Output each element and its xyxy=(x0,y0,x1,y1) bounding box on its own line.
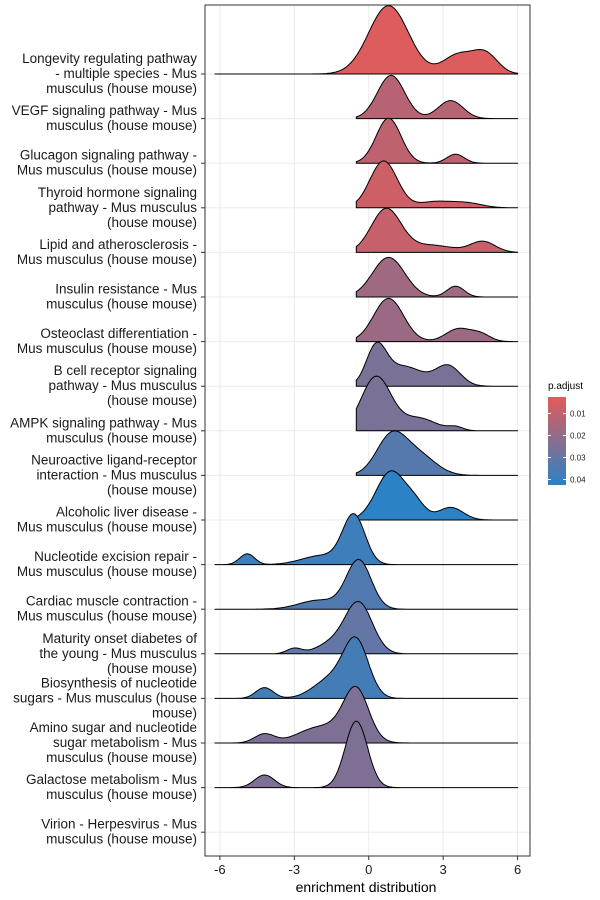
x-axis: -6 -3 0 3 6 xyxy=(214,856,521,877)
y-axis-label: Osteoclast differentiation -Mus musculus… xyxy=(17,326,197,356)
legend-tick-label: 0.01 xyxy=(570,410,586,419)
y-axis-label-line: musculus (house mouse) xyxy=(46,430,197,445)
legend-tick-label: 0.03 xyxy=(570,454,586,463)
y-axis-label-line: (house mouse) xyxy=(107,393,197,408)
y-axis-label-line: Mus musculus (house mouse) xyxy=(17,609,197,624)
y-axis-label: Thyroid hormone signaling pathway - Mus m… xyxy=(38,185,197,230)
y-axis-label-line: Insulin resistance - Mus xyxy=(55,282,197,297)
legend-colorbar xyxy=(548,397,566,485)
ridge-density-6 xyxy=(355,297,519,343)
y-axis-label-line: Mus musculus (house mouse) xyxy=(17,252,197,267)
x-tick-label: -3 xyxy=(289,862,301,877)
y-axis-label-line: interaction - Mus musculus xyxy=(36,467,197,482)
y-axis-label-line: Biosynthesis of nucleotide xyxy=(41,675,197,690)
ridge-density-3 xyxy=(355,160,519,209)
y-axis-label-line: Mus musculus (house mouse) xyxy=(17,163,197,178)
ridge-series xyxy=(214,5,519,789)
x-tick-label: 6 xyxy=(514,862,521,877)
x-axis-title: enrichment distribution xyxy=(296,879,437,895)
y-axis-label-line: Thyroid hormone signaling xyxy=(38,185,197,200)
x-tick-label: 3 xyxy=(440,862,447,877)
y-axis-label-line: musculus (house mouse) xyxy=(46,832,197,847)
ridge-density-10 xyxy=(355,470,519,521)
y-axis-label-line: - multiple species - Mus xyxy=(55,66,197,81)
y-axis-label-line: Maturity onset diabetes of xyxy=(42,631,197,646)
y-axis-label: Neuroactive ligand-receptor interaction -… xyxy=(31,452,197,497)
y-axis-label-line: sugar metabolism - Mus xyxy=(53,735,197,750)
ridge-density-2 xyxy=(355,117,519,164)
y-axis-label: Virion - Herpesvirus - Mus musculus (hous… xyxy=(41,817,197,847)
y-axis-label-line: Mus musculus (house mouse) xyxy=(17,564,197,579)
ridge-density-9 xyxy=(355,430,519,476)
y-axis-label-line: (house mouse) xyxy=(107,482,197,497)
y-axis-label-line: Mus musculus (house mouse) xyxy=(17,520,197,535)
ridge-density-11 xyxy=(214,513,519,566)
ridge-density-4 xyxy=(355,207,519,253)
y-axis-label: Insulin resistance - Mus musculus (house … xyxy=(46,282,197,312)
legend-title: p.adjust xyxy=(548,381,583,392)
ridge-density-5 xyxy=(355,256,519,298)
y-axis-label-line: mouse) xyxy=(152,705,197,720)
y-axis-label-line: B cell receptor signaling xyxy=(54,363,197,378)
y-axis-label-line: Cardiac muscle contraction - xyxy=(26,594,197,609)
y-axis-label-line: Neuroactive ligand-receptor xyxy=(31,452,197,467)
legend: p.adjust 0.01 0.02 0.03 0.04 xyxy=(548,381,586,485)
ridge-density-0 xyxy=(214,5,519,75)
x-tick-label: 0 xyxy=(365,862,372,877)
y-axis-label: Galactose metabolism - Mus musculus (hous… xyxy=(26,772,197,802)
y-axis-label: Maturity onset diabetes of the young - Mu… xyxy=(39,631,197,676)
y-axis-label-line: Longevity regulating pathway xyxy=(22,51,197,66)
y-axis-label: AMPK signaling pathway - Mus musculus (ho… xyxy=(10,415,197,445)
y-axis-label-line: Amino sugar and nucleotide xyxy=(30,720,197,735)
y-axis-label-line: pathway - Mus musculus xyxy=(48,378,197,393)
y-axis-label-line: musculus (house mouse) xyxy=(46,787,197,802)
y-axis-label-line: pathway - Mus musculus xyxy=(48,200,197,215)
y-axis-label-line: musculus (house mouse) xyxy=(46,118,197,133)
y-axis-label-line: musculus (house mouse) xyxy=(46,750,197,765)
legend-tick-label: 0.02 xyxy=(570,432,586,441)
y-axis-label: Amino sugar and nucleotide sugar metaboli… xyxy=(30,720,198,765)
y-axis-label-line: Osteoclast differentiation - xyxy=(40,326,197,341)
y-axis-label-line: musculus (house mouse) xyxy=(46,81,197,96)
y-axis-labels: Longevity regulating pathway - multiple s… xyxy=(10,51,205,847)
y-axis-label: Biosynthesis of nucleotide sugars - Mus m… xyxy=(13,675,197,720)
y-axis-label: Alcoholic liver disease -Mus musculus (h… xyxy=(17,505,197,535)
ridge-density-12 xyxy=(214,558,519,610)
y-axis-label-line: VEGF signaling pathway - Mus xyxy=(12,103,198,118)
y-axis-label-line: Nucleotide excision repair - xyxy=(34,549,197,564)
y-axis-label-line: Alcoholic liver disease - xyxy=(56,505,197,520)
y-axis-label: VEGF signaling pathway - Mus musculus (ho… xyxy=(12,103,198,133)
x-tick-label: -6 xyxy=(214,862,226,877)
y-axis-label-line: (house mouse) xyxy=(107,661,197,676)
y-axis-label-line: (house mouse) xyxy=(107,215,197,230)
y-axis-label-line: AMPK signaling pathway - Mus xyxy=(10,415,197,430)
y-axis-label: B cell receptor signaling pathway - Mus m… xyxy=(48,363,197,408)
y-axis-label-line: Glucagon signaling pathway - xyxy=(20,148,197,163)
legend-tick-label: 0.04 xyxy=(570,476,586,485)
y-axis-label-line: Mus musculus (house mouse) xyxy=(17,341,197,356)
y-axis-label: Lipid and atherosclerosis -Mus musculus … xyxy=(17,237,197,267)
y-axis-label-line: the young - Mus musculus xyxy=(39,646,197,661)
y-axis-label-line: Galactose metabolism - Mus xyxy=(26,772,197,787)
ridge-density-7 xyxy=(355,341,519,387)
y-axis-label-line: musculus (house mouse) xyxy=(46,297,197,312)
ridge-density-8 xyxy=(355,375,519,432)
ridge-density-13 xyxy=(214,601,519,655)
ridge-density-1 xyxy=(355,74,519,120)
y-axis-label: Nucleotide excision repair -Mus musculus… xyxy=(17,549,197,579)
ridge-density-15 xyxy=(214,685,519,744)
ridge-density-16 xyxy=(214,720,519,789)
y-axis-label: Longevity regulating pathway - multiple s… xyxy=(22,51,197,96)
y-axis-label: Glucagon signaling pathway -Mus musculus… xyxy=(17,148,197,178)
y-axis-label: Cardiac muscle contraction -Mus musculus… xyxy=(17,594,197,624)
y-axis-label-line: Lipid and atherosclerosis - xyxy=(39,237,197,252)
ridge-density-14 xyxy=(214,636,519,699)
y-axis-label-line: Virion - Herpesvirus - Mus xyxy=(41,817,197,832)
y-axis-label-line: sugars - Mus musculus (house xyxy=(13,690,197,705)
